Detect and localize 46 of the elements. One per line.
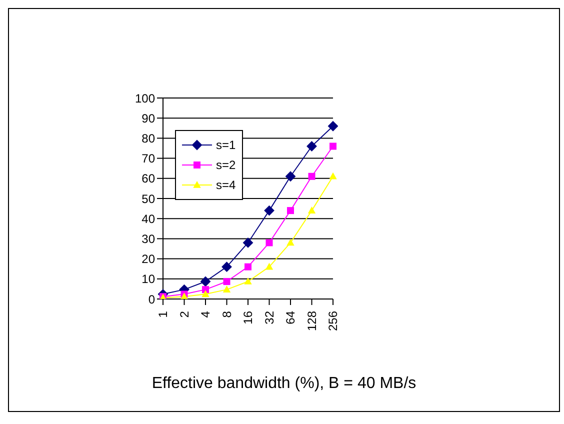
point xyxy=(244,263,252,270)
point xyxy=(264,206,274,216)
point xyxy=(243,238,253,248)
point xyxy=(202,286,209,294)
x-tick-label: 2 xyxy=(177,310,192,318)
point xyxy=(287,207,294,214)
point xyxy=(306,141,317,152)
y-tick-label: 20 xyxy=(142,252,156,266)
y-tick-label: 0 xyxy=(148,292,156,306)
point xyxy=(330,172,336,180)
x-tick-label: 64 xyxy=(284,310,298,324)
x-tick-label: 4 xyxy=(198,310,212,318)
x-tick-label: 1 xyxy=(156,310,170,318)
y-tick-label: 60 xyxy=(142,172,156,186)
point xyxy=(223,286,230,292)
y-tick-label: 90 xyxy=(142,111,156,126)
point xyxy=(308,207,316,214)
y-tick-label: 70 xyxy=(142,152,156,166)
point xyxy=(244,278,252,284)
x-tick-label: 16 xyxy=(241,310,255,324)
y-tick-label: 40 xyxy=(142,212,156,226)
point xyxy=(200,276,210,287)
point xyxy=(266,263,273,270)
point xyxy=(286,171,296,182)
y-tick-label: 80 xyxy=(142,131,156,146)
x-tick-label: 256 xyxy=(326,310,340,332)
point xyxy=(330,142,336,150)
point xyxy=(308,172,316,180)
y-tick-label: 10 xyxy=(142,272,156,286)
x-tick-label: 128 xyxy=(304,310,319,332)
point xyxy=(328,121,338,132)
point xyxy=(180,293,188,299)
y-tick-label: 30 xyxy=(142,232,156,246)
text: Effective bandwidth (%), B = 40 MB/s xyxy=(150,375,418,393)
point xyxy=(223,278,230,286)
x-tick-label: 32 xyxy=(262,310,276,324)
y-tick-label: 50 xyxy=(142,192,156,206)
x-tick-label: 8 xyxy=(220,310,234,318)
point xyxy=(222,262,232,272)
y-tick-label: 100 xyxy=(134,91,156,106)
legend-label: s=4 xyxy=(216,178,236,192)
point xyxy=(266,239,273,246)
legend-label: s=1 xyxy=(216,138,236,152)
legend-label: s=2 xyxy=(216,158,236,172)
point xyxy=(202,290,209,298)
point xyxy=(287,239,294,246)
